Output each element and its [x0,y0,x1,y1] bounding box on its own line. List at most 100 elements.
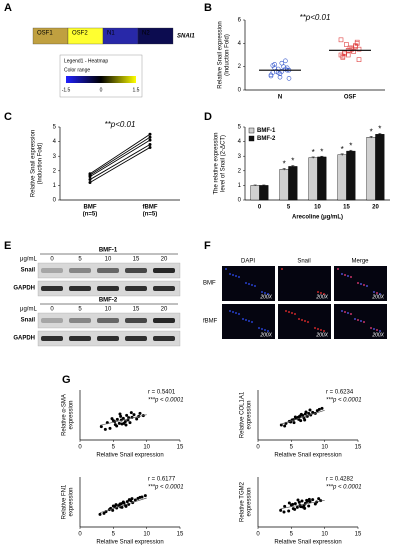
trendline [281,409,325,425]
blot-band [41,268,63,273]
x-tick-label: 0 [258,205,262,211]
blot-band [97,336,119,341]
point [308,500,312,504]
y-tick-label: 0 [238,88,242,94]
point [114,503,118,507]
magnification: 200X [315,332,328,338]
significance: * [320,147,323,156]
point [308,408,312,412]
blot-title: BMF-1 [99,248,118,254]
point [272,62,277,67]
image-row-label: fBMF [203,319,218,325]
bar [346,150,356,201]
point [148,135,152,139]
cell [267,293,269,295]
point [307,497,311,501]
point [88,180,92,184]
x-tick-label: 0 [78,532,82,538]
trendline [280,499,325,510]
cell [354,318,356,320]
image-column-label: Snail [297,259,310,265]
point [108,426,112,430]
annotation: ***p < 0.0001 [148,485,184,491]
significance: * [370,127,373,136]
x-tick-label: 5 [112,532,116,538]
y-tick-label: 2 [238,168,242,174]
point [293,502,297,506]
point [282,510,286,514]
point [268,73,274,79]
cell [320,329,322,331]
blot-band [125,336,147,341]
point [129,411,133,415]
y-tick-label: 1 [238,183,242,189]
significance: * [378,125,381,134]
point [277,74,283,80]
point [311,498,315,502]
cell [251,321,253,323]
image-row-label: BMF [203,281,216,287]
point [121,500,125,504]
trendline [99,414,147,426]
panel-label: B [204,2,212,14]
y-tick-label: 3 [238,154,242,160]
dose-label: 20 [161,257,168,263]
x-tick-label: 10 [143,532,150,538]
line [89,144,151,180]
blot-band [69,336,91,341]
dose-label: 10 [105,257,112,263]
point [133,498,137,502]
legend-subtitle: Color range [64,67,90,73]
point [125,500,129,504]
y-axis-label: Relative FN1 [62,484,68,519]
error-bar [369,136,373,139]
blot-band [97,268,119,273]
error-bar [320,155,324,158]
heatmap-column-label: N1 [107,31,115,37]
cell [251,284,253,286]
error-bar [262,184,266,186]
blot-row-label: Snail [21,318,36,324]
magnification: 200X [371,294,384,300]
cell [317,291,319,293]
point [344,42,349,47]
x-tick-label: 10 [321,445,328,451]
cell [360,320,362,322]
point [124,423,128,427]
y-axis-label: Relative Snail expression [31,130,37,197]
dose-label: 0 [50,307,54,313]
point [356,57,362,62]
cell [347,275,349,277]
cell [344,274,346,276]
cell [285,310,287,312]
cell [281,268,283,270]
y-tick-label: 6 [238,18,242,24]
x-tick-label: 15 [177,532,184,538]
y-axis-label: Relative Snail expression [218,21,224,88]
cell [225,268,227,270]
point [103,427,107,431]
significance: * [341,145,344,154]
y-tick-label: 2 [53,168,57,174]
legend-tick: 1.5 [133,87,140,93]
annotation: ***p < 0.0001 [326,485,362,491]
blot-band [41,336,63,341]
y-tick-label: 0 [53,198,57,204]
cell [229,273,231,275]
line [89,133,151,175]
x-axis-label: Relative Snail expression [96,453,163,459]
bar [288,166,298,201]
y-tick-label: 3 [53,154,57,160]
heatmap-column-label: N2 [142,31,150,37]
cell [323,330,325,332]
blot-band [153,268,175,273]
annotation: r = 0.5401 [148,390,176,396]
point [286,76,292,81]
y-axis-label: (Induction Fold) [225,34,231,76]
point [135,417,139,421]
y-tick-label: 4 [238,139,242,145]
blot-band [153,286,175,291]
y-tick-label: 2 [238,64,242,70]
x-tick-label: OSF [344,95,357,101]
